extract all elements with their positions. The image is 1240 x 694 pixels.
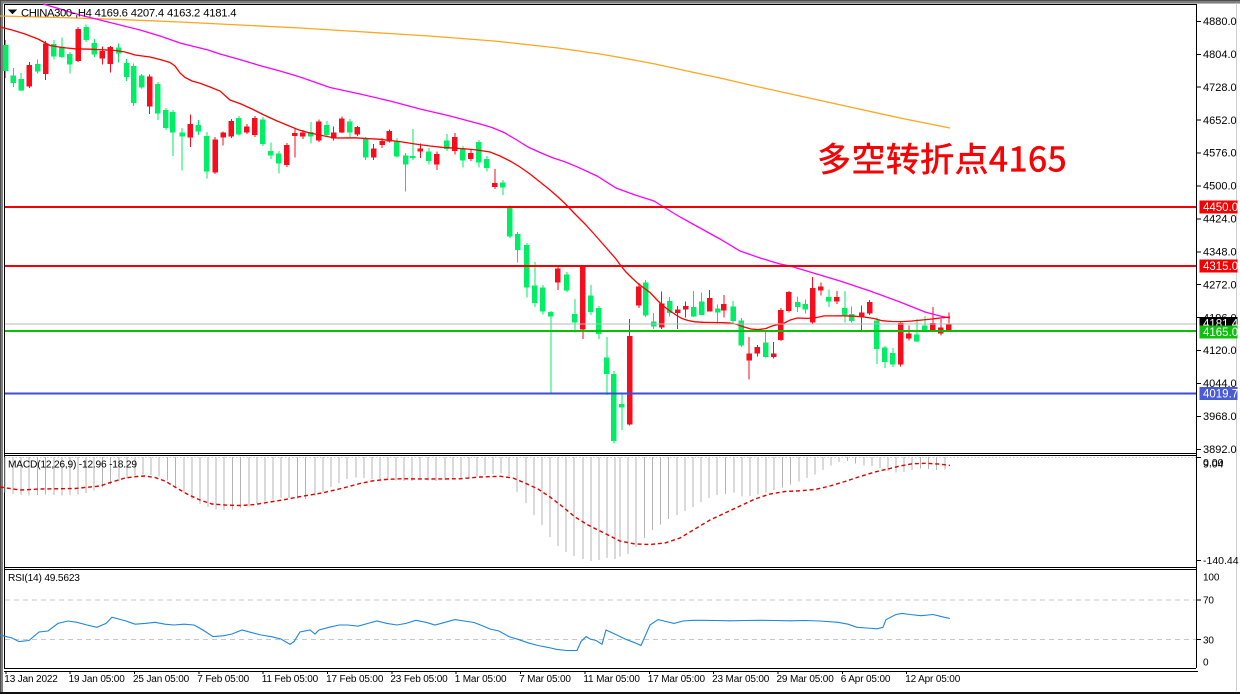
svg-text:6 Apr 05:00: 6 Apr 05:00 (841, 674, 891, 685)
svg-text:29 Mar 05:00: 29 Mar 05:00 (777, 674, 835, 685)
svg-text:11 Feb 05:00: 11 Feb 05:00 (262, 674, 319, 685)
svg-text:17 Mar 05:00: 17 Mar 05:00 (648, 674, 706, 685)
svg-text:0.00: 0.00 (1203, 457, 1224, 469)
svg-text:0: 0 (1203, 658, 1209, 669)
svg-text:7 Feb 05:00: 7 Feb 05:00 (197, 674, 249, 685)
svg-text:4348.0: 4348.0 (1203, 247, 1237, 259)
svg-text:4500.0: 4500.0 (1203, 181, 1237, 193)
svg-text:12 Apr 05:00: 12 Apr 05:00 (905, 674, 961, 685)
svg-text:7 Mar 05:00: 7 Mar 05:00 (519, 674, 571, 685)
svg-text:19 Jan 05:00: 19 Jan 05:00 (69, 674, 126, 685)
svg-text:RSI(14) 49.5623: RSI(14) 49.5623 (8, 573, 80, 584)
svg-text:17 Feb 05:00: 17 Feb 05:00 (326, 674, 384, 685)
svg-text:23 Mar 05:00: 23 Mar 05:00 (712, 674, 770, 685)
svg-text:9.04: 9.04 (1203, 459, 1224, 471)
svg-text:13 Jan 2022: 13 Jan 2022 (4, 674, 58, 685)
svg-text:4804.0: 4804.0 (1203, 49, 1237, 61)
svg-text:MACD(12,26,9) -12.96 -18.29: MACD(12,26,9) -12.96 -18.29 (8, 460, 137, 471)
svg-text:70: 70 (1203, 596, 1214, 607)
svg-text:100: 100 (1203, 573, 1220, 584)
svg-text:4165.0: 4165.0 (1203, 327, 1238, 339)
svg-text:4880.0: 4880.0 (1203, 16, 1237, 28)
svg-text:4728.0: 4728.0 (1203, 82, 1237, 94)
svg-text:3892.0: 3892.0 (1203, 444, 1237, 456)
svg-text:3968.0: 3968.0 (1203, 411, 1237, 423)
svg-text:4576.0: 4576.0 (1203, 148, 1237, 160)
svg-text:4652.0: 4652.0 (1203, 115, 1237, 127)
svg-text:4315.0: 4315.0 (1203, 261, 1238, 273)
svg-text:4424.0: 4424.0 (1203, 214, 1237, 226)
svg-text:1 Mar 05:00: 1 Mar 05:00 (455, 674, 507, 685)
svg-text:4450.0: 4450.0 (1203, 202, 1238, 214)
svg-text:25 Jan 05:00: 25 Jan 05:00 (133, 674, 190, 685)
svg-text:30: 30 (1203, 636, 1214, 647)
svg-text:-140.44: -140.44 (1203, 555, 1239, 567)
svg-text:23 Feb 05:00: 23 Feb 05:00 (390, 674, 448, 685)
svg-text:11 Mar 05:00: 11 Mar 05:00 (583, 674, 640, 685)
svg-text:4019.7: 4019.7 (1203, 389, 1238, 401)
svg-text:4272.0: 4272.0 (1203, 279, 1237, 291)
svg-text:4120.0: 4120.0 (1203, 345, 1237, 357)
